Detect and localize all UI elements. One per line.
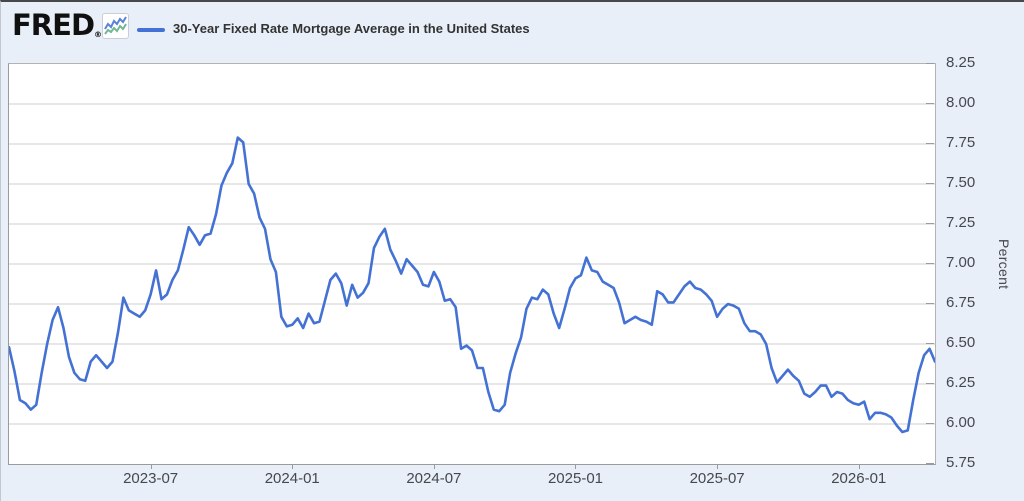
fred-logo[interactable]: FRED® [12,8,102,52]
y-axis-label: 8.00 [946,94,976,111]
y-axis-title: Percent [996,238,1012,290]
legend-line-swatch [137,28,165,32]
y-tick-mark [926,423,934,424]
x-tick-mark [858,464,860,469]
y-tick-mark [926,303,934,304]
gridlines [9,103,935,425]
x-tick-mark [150,464,152,469]
y-axis-label: 6.25 [946,374,976,391]
y-axis-label: 8.25 [946,54,976,71]
x-axis-label: 2023-07 [123,470,179,487]
y-tick-mark [926,183,934,184]
fred-sparkline-icon [102,13,129,39]
y-axis-label: 7.75 [946,134,976,151]
x-axis-label: 2024-07 [406,470,462,487]
x-axis-label: 2026-01 [831,470,887,487]
series-title[interactable]: 30-Year Fixed Rate Mortgage Average in t… [173,21,530,36]
registered-trademark: ® [94,30,103,39]
y-tick-mark [926,463,934,464]
y-axis-label: 7.25 [946,214,976,231]
x-tick-mark [433,464,435,469]
y-axis-label: 6.50 [946,334,976,351]
x-axis-label: 2025-01 [547,470,604,487]
y-tick-mark [926,383,934,384]
x-tick-mark [717,464,719,469]
fred-logo-text: FRED [12,8,95,42]
y-axis-label: 7.00 [946,254,976,271]
y-tick-mark [926,343,934,344]
mortgage-rate-line [9,136,935,434]
chart-plot-area[interactable] [8,63,936,465]
y-tick-mark [926,103,934,104]
x-tick-mark [575,464,577,469]
y-axis-label: 6.00 [946,414,976,431]
x-tick-mark [292,464,294,469]
x-axis-label: 2024-01 [264,470,320,487]
y-tick-mark [926,63,934,64]
y-axis-label: 5.75 [946,454,976,471]
y-axis-label: 7.50 [946,174,976,191]
y-tick-mark [926,223,934,224]
y-tick-mark [926,143,934,144]
x-axis-label: 2025-07 [689,470,745,487]
y-axis-label: 6.75 [946,294,976,311]
y-tick-mark [926,263,934,264]
